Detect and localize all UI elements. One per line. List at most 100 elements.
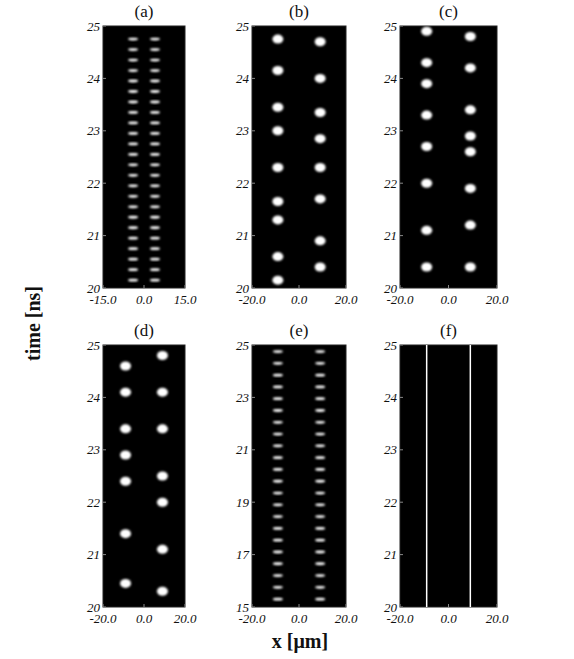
intensity-line — [468, 345, 472, 607]
intensity-spot — [120, 529, 131, 538]
intensity-spot — [273, 350, 283, 353]
x-tick — [185, 285, 186, 288]
intensity-spot — [465, 263, 476, 272]
plot-area — [400, 26, 497, 288]
x-tick — [448, 285, 449, 288]
intensity-spot — [315, 562, 325, 565]
intensity-spot — [120, 579, 131, 588]
intensity-spot — [315, 194, 326, 203]
intensity-spot — [150, 216, 160, 219]
x-tick — [103, 604, 104, 607]
intensity-spot — [272, 215, 283, 224]
intensity-spot — [315, 527, 325, 530]
intensity-spot — [150, 143, 160, 146]
panel-title: (a) — [135, 2, 154, 21]
plot-area — [252, 345, 346, 607]
intensity-spot — [273, 444, 283, 447]
intensity-spot — [465, 147, 476, 156]
intensity-spot — [315, 574, 325, 577]
intensity-spot — [150, 237, 160, 240]
y-tick — [252, 78, 255, 79]
intensity-spot — [150, 38, 160, 41]
intensity-spot — [150, 59, 160, 62]
intensity-spot — [128, 90, 138, 93]
intensity-spot — [315, 503, 325, 506]
intensity-spot — [157, 498, 168, 507]
y-tick-label: 21 — [87, 228, 100, 243]
intensity-spot — [120, 361, 131, 370]
intensity-spot — [315, 108, 326, 117]
intensity-spot — [150, 111, 160, 114]
intensity-spot — [315, 163, 326, 172]
intensity-spot — [272, 163, 283, 172]
intensity-spot — [465, 105, 476, 114]
intensity-spot — [315, 515, 325, 518]
panel: (c)202122232425-20.00.020.0 — [384, 2, 509, 307]
intensity-spot — [272, 252, 283, 261]
x-tick-label: 20.0 — [486, 611, 509, 626]
intensity-spot — [273, 515, 283, 518]
x-tick-label: 20.0 — [174, 611, 197, 626]
intensity-spot — [465, 221, 476, 230]
intensity-spot — [150, 90, 160, 93]
intensity-spot — [128, 195, 138, 198]
y-tick — [252, 345, 255, 346]
x-tick — [497, 285, 498, 288]
x-tick-label: 15.0 — [174, 292, 197, 307]
intensity-spot — [421, 79, 432, 88]
intensity-spot — [273, 456, 283, 459]
y-tick — [252, 130, 255, 131]
intensity-spot — [157, 424, 168, 433]
y-tick — [252, 26, 255, 27]
y-tick — [400, 502, 403, 503]
intensity-spot — [315, 374, 325, 377]
y-tick-label: 21 — [236, 228, 249, 243]
y-tick — [103, 78, 106, 79]
intensity-spot — [150, 205, 160, 208]
intensity-spot — [128, 184, 138, 187]
intensity-spot — [120, 477, 131, 486]
y-tick-label: 24 — [236, 71, 250, 86]
intensity-spot — [421, 58, 432, 67]
intensity-spot — [128, 205, 138, 208]
intensity-spot — [273, 598, 283, 601]
y-tick — [400, 235, 403, 236]
y-tick — [103, 26, 106, 27]
intensity-spot — [315, 444, 325, 447]
intensity-spot — [315, 263, 326, 272]
intensity-spot — [128, 237, 138, 240]
intensity-spot — [315, 492, 325, 495]
intensity-spot — [315, 386, 325, 389]
intensity-line-core — [470, 345, 472, 607]
y-tick — [400, 78, 403, 79]
intensity-spot — [157, 545, 168, 554]
intensity-spot — [421, 142, 432, 151]
intensity-spot — [272, 35, 283, 44]
intensity-spot — [273, 397, 283, 400]
intensity-spot — [157, 587, 168, 596]
y-tick — [103, 554, 106, 555]
y-tick-label: 17 — [236, 547, 250, 562]
intensity-spot — [272, 103, 283, 112]
intensity-spot — [421, 179, 432, 188]
intensity-spot — [273, 562, 283, 565]
intensity-spot — [315, 236, 326, 245]
y-tick-label: 21 — [236, 442, 249, 457]
x-tick-label: -15.0 — [89, 292, 117, 307]
intensity-spot — [273, 468, 283, 471]
intensity-spot — [150, 247, 160, 250]
intensity-spot — [273, 551, 283, 554]
plot-area — [400, 345, 497, 607]
plot-area — [103, 345, 185, 607]
y-tick-label: 23 — [236, 123, 250, 138]
intensity-spot — [465, 184, 476, 193]
x-tick — [185, 604, 186, 607]
x-tick-label: 0.0 — [291, 292, 308, 307]
intensity-spot — [150, 80, 160, 83]
x-tick — [346, 604, 347, 607]
intensity-spot — [273, 492, 283, 495]
y-tick-label: 24 — [87, 390, 101, 405]
y-tick — [252, 397, 255, 398]
x-tick-label: 20.0 — [335, 611, 358, 626]
intensity-spot — [150, 101, 160, 104]
